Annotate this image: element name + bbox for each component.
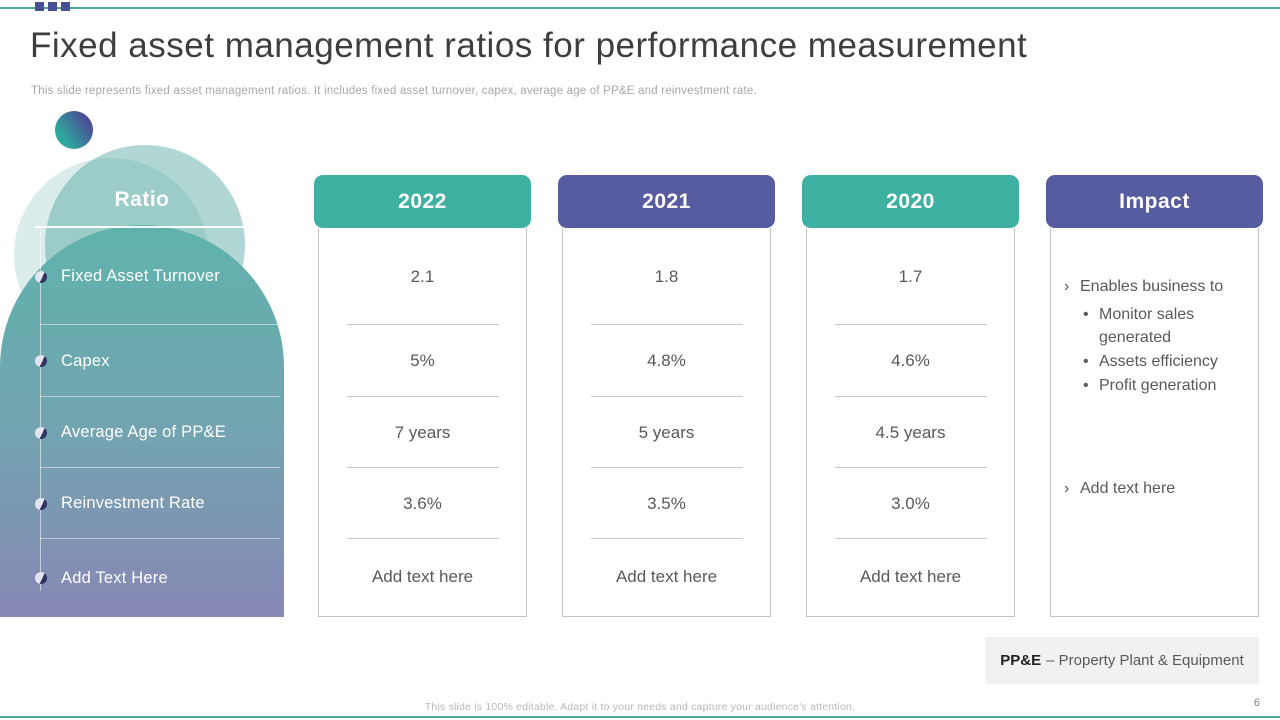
ratio-row: Average Age of PP&E: [35, 397, 284, 468]
deco-square-icon: [61, 2, 70, 11]
ratio-row: Capex: [35, 325, 284, 397]
table-cell: 3.0%: [807, 468, 1014, 539]
ratio-row: Reinvestment Rate: [35, 468, 284, 539]
dot-bullet-icon: •: [1083, 377, 1089, 394]
ratio-label: Capex: [61, 351, 110, 370]
ratio-column-header: Ratio: [114, 188, 170, 211]
table-cell: 3.6%: [319, 468, 526, 539]
table-cell: 2.1: [319, 228, 526, 325]
placeholder-cell[interactable]: Add text here: [859, 567, 962, 586]
deco-square-icon: [35, 2, 44, 11]
column-header: 2022: [314, 175, 531, 228]
column-body: 2.1 5% 7 years 3.6% Add text here: [318, 228, 527, 617]
slide-footer-note: This slide is 100% editable. Adapt it to…: [424, 701, 856, 713]
column-body: › Enables business to • Monitor sales ge…: [1050, 228, 1259, 617]
impact-sublist: • Monitor sales generated • Assets effic…: [1083, 303, 1252, 398]
ratio-label: Average Age of PP&E: [61, 423, 226, 441]
sphere-bullet-icon: [35, 355, 47, 367]
table-cell: 3.5%: [563, 468, 770, 539]
ratio-header-underline: [35, 226, 250, 228]
footnote-box: PP&E – Property Plant & Equipment: [985, 637, 1259, 684]
sphere-bullet-icon: [35, 572, 47, 584]
ratio-list: Fixed Asset Turnover Capex Average Age o…: [35, 228, 284, 617]
table-cell: 1.8: [563, 228, 770, 325]
placeholder-cell[interactable]: Add text here: [371, 567, 474, 586]
sphere-bullet-icon: [35, 270, 47, 283]
gradient-dot-decoration: [55, 111, 93, 149]
deco-square-icon: [48, 2, 57, 11]
ratio-panel-vertical-line: [40, 227, 41, 591]
table-cell: 7 years: [319, 397, 526, 468]
ratio-label: Reinvestment Rate: [61, 494, 205, 512]
year-column-2020: 2020 1.7 4.6% 4.5 years 3.0% Add text he…: [802, 175, 1019, 617]
footnote-term: PP&E: [1000, 652, 1042, 669]
ratio-row: Fixed Asset Turnover: [35, 228, 284, 325]
deco-squares-icon: [35, 2, 70, 11]
ratio-label: Fixed Asset Turnover: [61, 267, 220, 285]
table-cell: 4.6%: [807, 325, 1014, 397]
table-cell: 1.7: [807, 228, 1014, 325]
sphere-bullet-icon: [35, 497, 47, 510]
ratio-row[interactable]: Add Text Here: [35, 539, 284, 617]
impact-sub-text: Assets efficiency: [1099, 353, 1218, 370]
impact-text: Enables business to: [1080, 278, 1224, 295]
column-header: 2020: [802, 175, 1019, 228]
impact-sub-text: Profit generation: [1099, 377, 1217, 394]
column-header: 2021: [558, 175, 775, 228]
ratio-panel-arch: [0, 225, 284, 617]
top-accent-line: [0, 7, 1280, 9]
bottom-accent-line: [0, 716, 1280, 718]
dot-bullet-icon: •: [1083, 306, 1089, 323]
page-number: 6: [1253, 697, 1260, 709]
impact-sub-item: • Assets efficiency: [1083, 350, 1252, 373]
chevron-bullet-icon: ›: [1064, 480, 1070, 497]
column-body: 1.8 4.8% 5 years 3.5% Add text here: [562, 228, 771, 617]
dot-bullet-icon: •: [1083, 353, 1089, 370]
impact-placeholder-text[interactable]: Add text here: [1080, 480, 1176, 497]
impact-sub-text: Monitor sales generated: [1099, 306, 1195, 346]
year-column-2021: 2021 1.8 4.8% 5 years 3.5% Add text here: [558, 175, 775, 617]
ratio-placeholder-label[interactable]: Add Text Here: [61, 568, 168, 587]
footnote-definition: – Property Plant & Equipment: [1046, 652, 1244, 669]
placeholder-cell[interactable]: Add text here: [615, 567, 718, 586]
table-cell: 5 years: [563, 397, 770, 468]
page-title: Fixed asset management ratios for perfor…: [30, 26, 1028, 65]
table-cell: 5%: [319, 325, 526, 397]
sphere-bullet-icon: [35, 426, 47, 439]
chevron-bullet-icon: ›: [1064, 278, 1070, 295]
column-header: Impact: [1046, 175, 1263, 228]
impact-sub-item: • Monitor sales generated: [1083, 303, 1252, 349]
year-column-2022: 2022 2.1 5% 7 years 3.6% Add text here: [314, 175, 531, 617]
column-body: 1.7 4.6% 4.5 years 3.0% Add text here: [806, 228, 1015, 617]
table-cell: 4.8%: [563, 325, 770, 397]
impact-column: Impact › Enables business to • Monitor s…: [1046, 175, 1263, 617]
impact-placeholder[interactable]: › Add text here: [1064, 480, 1250, 498]
table-cell: 4.5 years: [807, 397, 1014, 468]
impact-item: › Enables business to: [1064, 278, 1250, 296]
impact-sub-item: • Profit generation: [1083, 374, 1252, 397]
page-subtitle: This slide represents fixed asset manage…: [31, 85, 757, 97]
